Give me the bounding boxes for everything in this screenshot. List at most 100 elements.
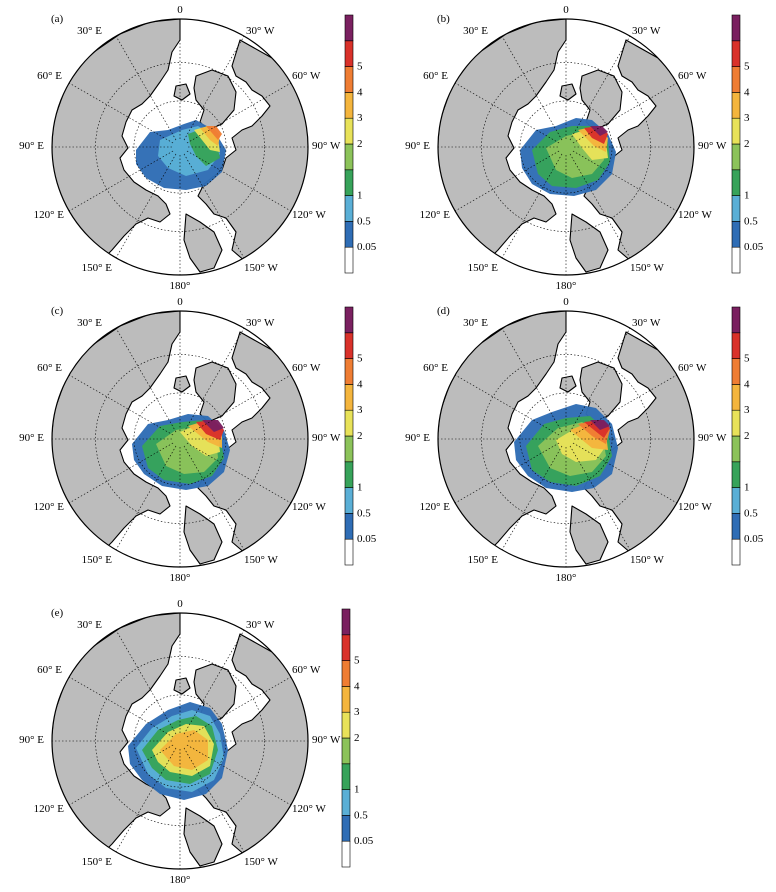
longitude-label: 30° E: [463, 25, 488, 37]
longitude-label: 0: [563, 4, 569, 16]
longitude-label: 30° W: [632, 25, 661, 37]
colorbar-tick-label: 1: [354, 784, 360, 796]
longitude-label: 30° E: [77, 619, 102, 631]
latitude-circle: [519, 392, 613, 486]
colorbar-segment: [341, 686, 351, 713]
longitude-label: 150° W: [630, 262, 664, 274]
longitude-label: 60° E: [423, 362, 448, 374]
colorbar-tick-label: 2: [354, 732, 360, 744]
meridian-line: [501, 445, 563, 551]
colorbar-segment: [731, 384, 741, 411]
map-border: [51, 612, 309, 870]
meridian-line: [569, 153, 631, 259]
meridian-line: [115, 153, 177, 259]
colorbar: 0.05 0.5 1 2 3 4 5: [731, 14, 764, 274]
ice-thickness-contour: [194, 126, 220, 152]
colorbar-segment: [344, 513, 354, 540]
colorbar-tick-label: 5: [357, 61, 363, 73]
colorbar-segment: [344, 117, 354, 145]
longitude-label: 60° W: [292, 70, 321, 82]
longitude-label: 30° W: [246, 317, 275, 329]
colorbar: 0.05 0.5 1 2 3 4 5: [344, 306, 377, 566]
colorbar-segment: [341, 608, 351, 636]
latitude-circle: [519, 100, 613, 194]
polar-map-e: (e) 0 30° E 30° W 60° E 60° W 90° E 90° W 120° …: [19, 598, 374, 886]
longitude-label: 150° W: [244, 554, 278, 566]
land-mass: [52, 613, 181, 857]
colorbar-tick-label: 1: [744, 482, 750, 494]
colorbar-segment: [344, 40, 354, 67]
colorbar-segment: [731, 246, 741, 274]
map-border: [51, 18, 309, 276]
meridian-line: [569, 35, 631, 141]
meridian-line: [115, 445, 177, 551]
longitude-label: 90° E: [19, 734, 44, 746]
polar-map-a: (a) 0 30° E 30° W 60° E 60° W 90° E 90° W 120° …: [19, 4, 377, 292]
longitude-label: 90° W: [312, 432, 341, 444]
map-panel-e: (e) 0 30° E 30° W 60° E 60° W 90° E 90° W 120° …: [0, 594, 380, 886]
colorbar-tick-label: 5: [354, 655, 360, 667]
longitude-label: 90° W: [312, 140, 341, 152]
colorbar-segment: [344, 169, 354, 196]
colorbar-segment: [731, 513, 741, 540]
colorbar: 0.05 0.5 1 2 3 4 5: [731, 306, 764, 566]
colorbar-segment: [344, 358, 354, 385]
map-panel-b: (b) 0 30° E 30° W 60° E 60° W 90° E 90° W 120° …: [386, 0, 776, 292]
latitude-circle: [95, 354, 265, 524]
map-border: [437, 310, 695, 568]
longitude-label: 60° E: [37, 664, 62, 676]
colorbar-segment: [344, 538, 354, 566]
polar-map-d: (d) 0 30° E 30° W 60° E 60° W 90° E 90° W 120° …: [405, 296, 764, 584]
colorbar-tick-label: 4: [357, 86, 363, 98]
longitude-label: 30° E: [77, 25, 102, 37]
colorbar-tick-label: 3: [354, 706, 360, 718]
longitude-label: 30° W: [246, 25, 275, 37]
longitude-label: 120° E: [420, 209, 451, 221]
colorbar-segment: [731, 332, 741, 359]
colorbar: 0.05 0.5 1 2 3 4 5: [344, 14, 377, 274]
longitude-label: 150° E: [468, 262, 499, 274]
meridian-line: [501, 153, 563, 259]
longitude-label: 180°: [170, 280, 191, 292]
polar-map-c: (c) 0 30° E 30° W 60° E 60° W 90° E 90° W 120° …: [19, 296, 377, 584]
longitude-label: 90° E: [405, 140, 430, 152]
longitude-label: 30° W: [632, 317, 661, 329]
longitude-label: 90° E: [19, 432, 44, 444]
meridian-line: [115, 35, 177, 141]
longitude-label: 0: [563, 296, 569, 308]
latitude-circle: [481, 62, 651, 232]
colorbar-tick-label: 0.05: [357, 241, 377, 253]
ice-thickness-contour: [202, 420, 224, 432]
longitude-label: 30° E: [77, 317, 102, 329]
colorbar-segment: [731, 306, 741, 334]
ice-thickness-contour: [206, 126, 222, 140]
panel-label: (a): [51, 13, 64, 25]
longitude-label: 0: [177, 4, 183, 16]
colorbar-tick-label: 2: [744, 430, 750, 442]
colorbar-segment: [731, 221, 741, 248]
land-mass: [173, 83, 191, 101]
meridian-line: [186, 374, 292, 436]
colorbar-tick-label: 4: [357, 378, 363, 390]
colorbar-segment: [731, 169, 741, 196]
meridian-line: [572, 150, 678, 212]
colorbar-segment: [731, 409, 741, 437]
colorbar-segment: [344, 384, 354, 411]
colorbar-segment: [344, 66, 354, 93]
meridian-line: [569, 327, 631, 433]
map-panel-d: (d) 0 30° E 30° W 60° E 60° W 90° E 90° W 120° …: [386, 292, 776, 584]
latitude-circle: [481, 354, 651, 524]
colorbar-segment: [344, 14, 354, 42]
meridian-line: [186, 744, 292, 806]
longitude-label: 90° E: [19, 140, 44, 152]
colorbar-tick-label: 5: [357, 353, 363, 365]
colorbar-segment: [731, 143, 741, 171]
colorbar-segment: [344, 332, 354, 359]
latitude-circle: [95, 656, 265, 826]
longitude-label: 150° E: [82, 554, 113, 566]
meridian-line: [183, 35, 245, 141]
longitude-label: 30° E: [463, 317, 488, 329]
colorbar-tick-label: 0.5: [744, 215, 758, 227]
colorbar-tick-label: 0.05: [744, 241, 764, 253]
colorbar-tick-label: 2: [357, 138, 363, 150]
